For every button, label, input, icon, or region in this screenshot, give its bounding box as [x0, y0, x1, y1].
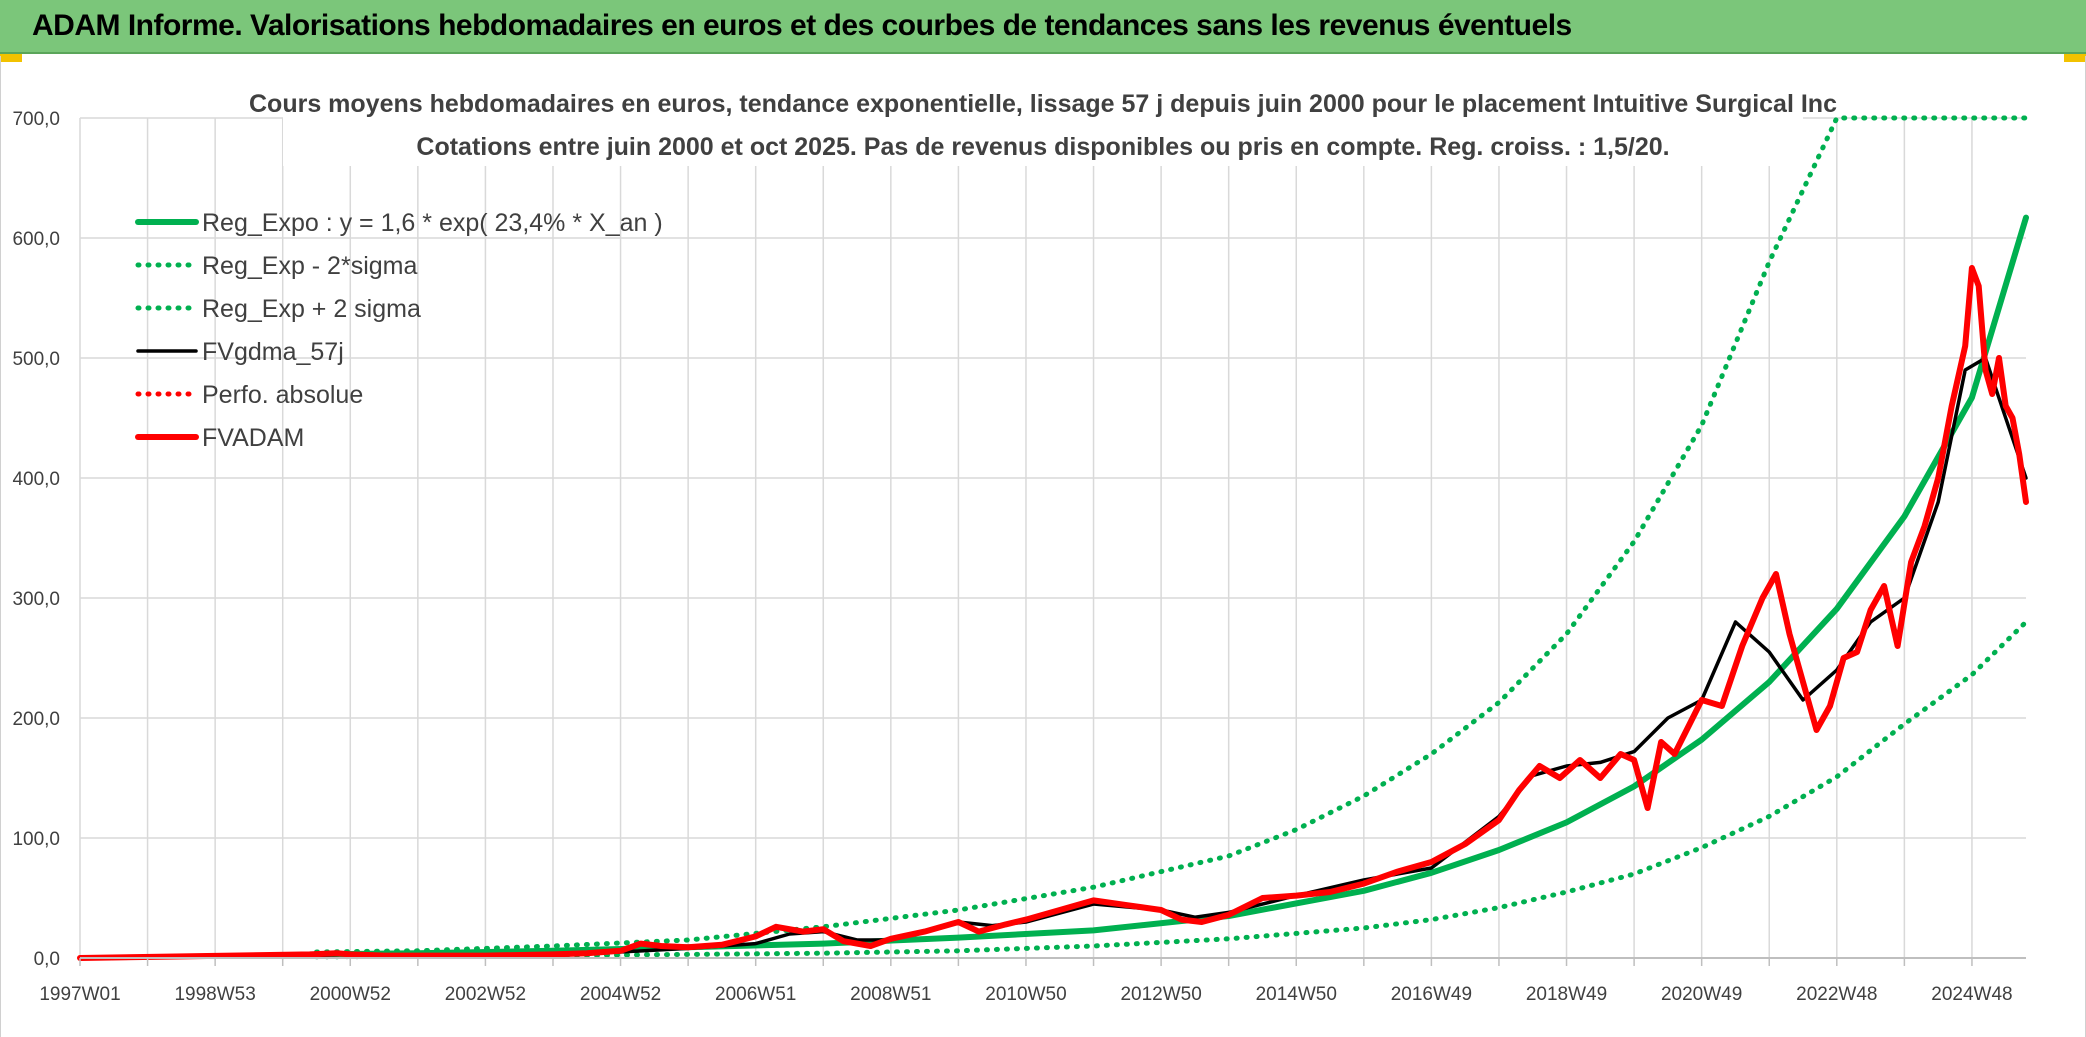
y-tick-label: 100,0 [12, 829, 60, 850]
title-banner: ADAM Informe. Valorisations hebdomadaire… [0, 0, 2086, 54]
chart-subtitle: Cotations entre juin 2000 et oct 2025. P… [416, 133, 1669, 161]
x-tick-label: 2000W52 [310, 984, 391, 1005]
x-tick-label: 2012W50 [1120, 984, 1201, 1005]
corner-mark-right [2064, 54, 2086, 62]
report-title: ADAM Informe. Valorisations hebdomadaire… [32, 9, 1572, 42]
plot-series [77, 115, 2029, 961]
x-tick-label: 2004W52 [580, 984, 661, 1005]
y-tick-label: 400,0 [12, 469, 60, 490]
x-tick-label: 2022W48 [1796, 984, 1877, 1005]
x-tick-label: 2006W51 [715, 984, 796, 1005]
legend-label-1: Reg_Exp - 2*sigma [202, 252, 417, 280]
x-tick-label: 1998W53 [174, 984, 255, 1005]
legend-label-4: Perfo. absolue [202, 381, 363, 409]
x-tick-label: 2008W51 [850, 984, 931, 1005]
legend-label-2: Reg_Exp + 2 sigma [202, 295, 421, 323]
legend-label-3: FVgdma_57j [202, 338, 344, 366]
legend-label-5: FVADAM [202, 424, 304, 452]
series-line-3 [78, 356, 2028, 960]
y-tick-label: 700,0 [12, 109, 60, 130]
x-tick-label: 2016W49 [1391, 984, 1472, 1005]
x-tick-label: 2002W52 [445, 984, 526, 1005]
legend-label-0: Reg_Expo : y = 1,6 * exp( 23,4% * X_an ) [202, 209, 663, 237]
chart-title: Cours moyens hebdomadaires en euros, ten… [249, 90, 1837, 118]
series-line-2 [314, 115, 2029, 955]
x-tick-label: 2018W49 [1526, 984, 1607, 1005]
x-tick-label: 2024W48 [1931, 984, 2012, 1005]
x-tick-label: 2020W49 [1661, 984, 1742, 1005]
y-tick-label: 0,0 [34, 949, 60, 970]
legend: Reg_Expo : y = 1,6 * exp( 23,4% * X_an )… [135, 209, 663, 452]
series-line-5 [77, 265, 2029, 961]
axis-labels: 0,0 100,0 200,0 300,0 400,0 500,0 600,0 700,0 19… [12, 109, 2026, 1005]
corner-mark-left [0, 54, 22, 62]
x-tick-label: 2010W50 [985, 984, 1066, 1005]
y-tick-label: 500,0 [12, 349, 60, 370]
y-tick-label: 300,0 [12, 589, 60, 610]
y-tick-label: 600,0 [12, 229, 60, 250]
title-background [283, 86, 1803, 166]
x-tick-label: 1997W01 [39, 984, 120, 1005]
y-tick-label: 200,0 [12, 709, 60, 730]
x-tick-label: 2014W50 [1256, 984, 1337, 1005]
grid-lines [79, 117, 2026, 959]
series-line-1 [314, 619, 2029, 960]
